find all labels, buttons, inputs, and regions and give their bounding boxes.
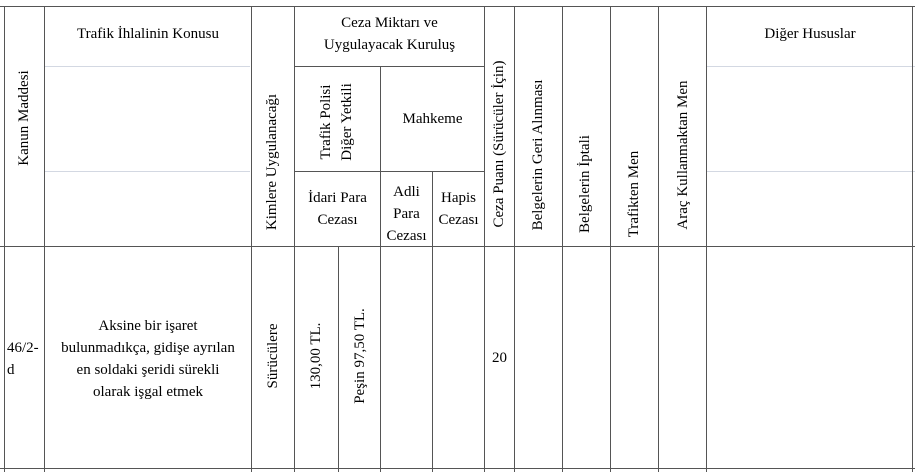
- header-trafikten-men: Trafikten Men: [626, 150, 642, 238]
- header-mahkeme: Mahkeme: [402, 111, 463, 127]
- row-konu-line3: en soldaki şeridi sürekli: [76, 362, 220, 378]
- row-kimlere: Sürücülere: [265, 323, 281, 389]
- border-left: [4, 6, 5, 472]
- border-header-bottom: [0, 246, 915, 247]
- row-madde-line2: d: [7, 362, 15, 378]
- header-diger: Diğer Hususlar: [764, 26, 856, 42]
- header-hapis-line1: Hapis: [441, 190, 476, 206]
- border-col-mahkeme: [380, 66, 381, 472]
- row-pesin: Peşin 97,50 TL.: [352, 308, 368, 404]
- header-adli-line3: Cezası: [386, 228, 427, 244]
- header-ceza-puani: Ceza Puanı (Sürücüler İçin): [491, 60, 507, 228]
- border-right: [912, 6, 913, 472]
- header-geri-alinmasi: Belgelerin Geri Alınması: [530, 79, 546, 231]
- header-ceza-miktari-line1: Ceza Miktarı ve: [341, 15, 438, 31]
- header-ceza-miktari-line2: Uygulayacak Kuruluş: [323, 37, 456, 53]
- guide-line: [45, 66, 250, 67]
- border-col-4: [484, 6, 485, 472]
- row-idari-ceza: 130,00 TL.: [308, 322, 324, 390]
- header-idari-line1: İdari Para: [308, 190, 367, 206]
- guide-line: [706, 171, 915, 172]
- border-ceza-group: [294, 66, 484, 67]
- row-ceza-puani: 20: [492, 350, 507, 366]
- row-konu-line1: Aksine bir işaret: [98, 318, 198, 334]
- border-col-3: [294, 6, 295, 472]
- guide-line: [706, 66, 915, 67]
- header-iptali: Belgelerin İptali: [577, 135, 593, 233]
- border-top: [0, 6, 915, 7]
- border-col-6: [562, 6, 563, 472]
- border-col-1: [44, 6, 45, 472]
- border-col-8: [658, 6, 659, 472]
- header-adli-line1: Adli: [393, 184, 420, 200]
- border-col-5: [514, 6, 515, 472]
- row-konu-line4: olarak işgal etmek: [93, 384, 203, 400]
- header-idari-line2: Cezası: [317, 212, 358, 228]
- border-col-idari: [338, 247, 339, 472]
- row-madde-line1: 46/2-: [7, 340, 39, 356]
- border-col-7: [610, 6, 611, 472]
- border-col-adli: [432, 171, 433, 472]
- header-ihlal-konusu: Trafik İhlalinin Konusu: [77, 26, 219, 42]
- header-hapis-line2: Cezası: [438, 212, 479, 228]
- header-trafik-polisi-line1: Trafik Polisi: [318, 84, 334, 160]
- header-trafik-polisi-line2: Diğer Yetkili: [339, 83, 355, 161]
- guide-line: [45, 171, 250, 172]
- border-row-bottom: [0, 468, 915, 469]
- row-konu-line2: bulunmadıkça, gidişe ayrılan: [61, 340, 235, 356]
- header-adli-line2: Para: [393, 206, 420, 222]
- header-kimlere: Kimlere Uygulanacağı: [264, 93, 280, 231]
- border-col-2: [251, 6, 252, 472]
- header-kanun-maddesi: Kanun Maddesi: [16, 70, 32, 166]
- header-arac-men: Araç Kullanmaktan Men: [675, 80, 691, 230]
- border-col-9: [706, 6, 707, 472]
